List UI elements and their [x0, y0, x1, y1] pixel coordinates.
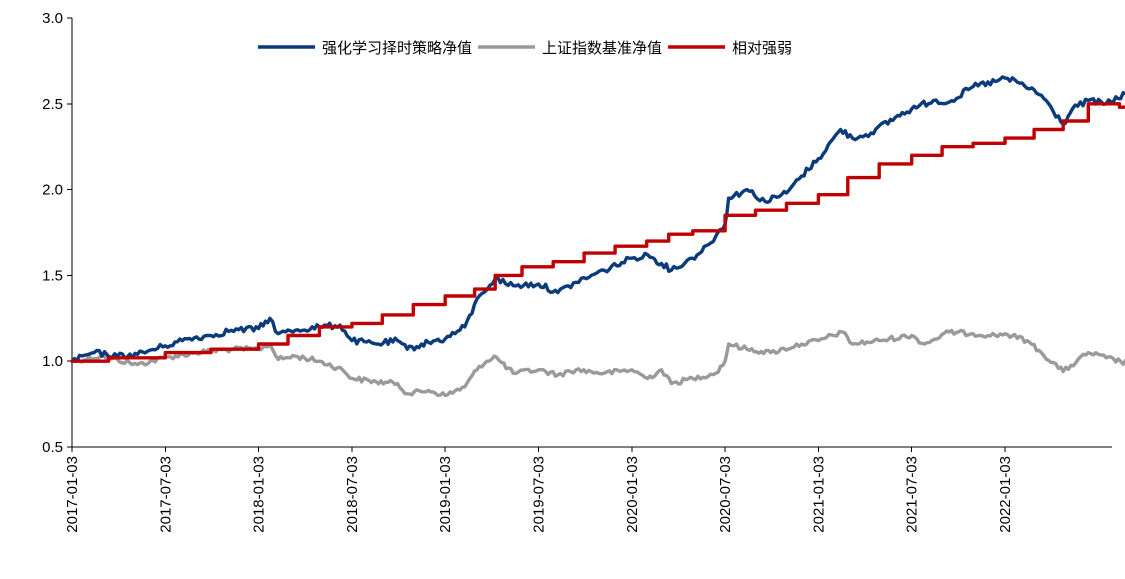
x-tick-label: 2017-07-03 [157, 456, 174, 533]
x-tick-label: 2019-01-03 [437, 456, 454, 533]
x-tick-label: 2020-01-03 [624, 456, 641, 533]
x-tick-label: 2019-07-03 [531, 456, 548, 533]
x-tick-label: 2020-07-03 [717, 456, 734, 533]
series-line-2 [70, 328, 1125, 398]
series-lines [70, 75, 1125, 398]
x-tick-label: 2017-01-03 [64, 456, 81, 533]
x-tick-label: 2021-07-03 [904, 456, 921, 533]
x-tick-label: 2022-01-03 [997, 456, 1014, 533]
legend: 强化学习择时策略净值 上证指数基准净值 相对强弱 [258, 39, 792, 57]
y-tick-label: 0.5 [42, 439, 63, 456]
legend-label-1: 强化学习择时策略净值 [322, 39, 472, 57]
x-tick-label: 2018-07-03 [344, 456, 361, 533]
y-tick-label: 2.0 [42, 182, 63, 199]
y-axis-ticks: 0.5 1.0 1.5 2.0 2.5 3.0 [42, 10, 72, 456]
y-tick-label: 1.0 [42, 353, 63, 370]
y-tick-label: 2.5 [42, 96, 63, 113]
x-axis-ticks: 2017-01-03 2017-07-03 2018-01-03 2018-07-03… [64, 447, 1014, 533]
y-tick-label: 1.5 [42, 267, 63, 284]
x-tick-label: 2018-01-03 [251, 456, 268, 533]
axes [71, 18, 1112, 448]
legend-label-2: 上证指数基准净值 [542, 39, 662, 57]
series-line-1 [70, 75, 1125, 363]
x-tick-label: 2021-01-03 [810, 456, 827, 533]
legend-label-3: 相对强弱 [732, 39, 792, 57]
series-line-3 [70, 102, 1125, 363]
y-tick-label: 3.0 [42, 10, 63, 27]
